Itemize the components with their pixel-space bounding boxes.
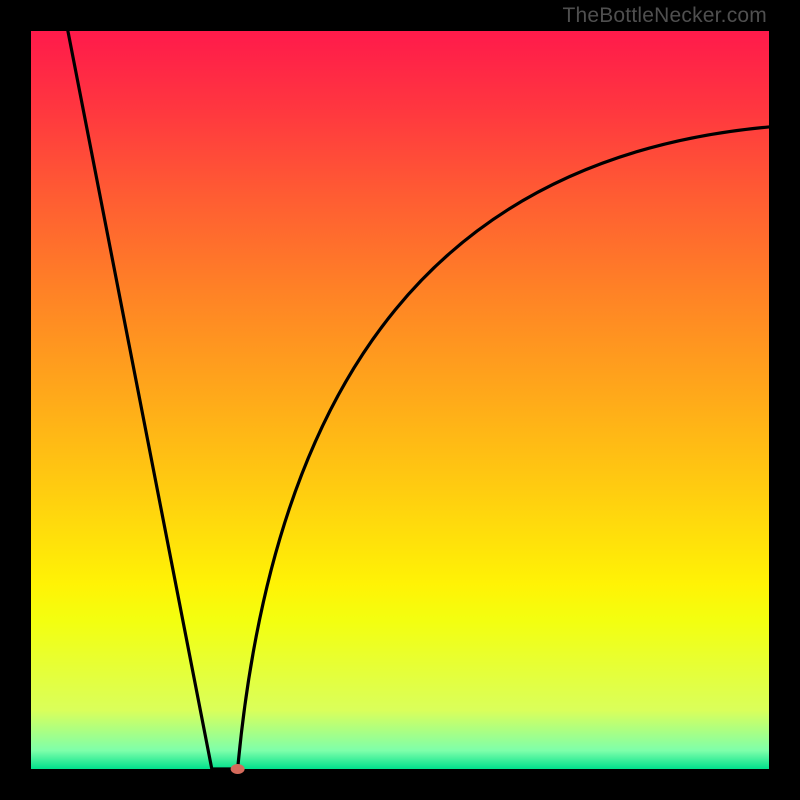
plot-area [31,31,769,769]
chart-frame: TheBottleNecker.com [0,0,800,800]
watermark-text: TheBottleNecker.com [562,4,767,28]
gradient-background [31,31,769,769]
